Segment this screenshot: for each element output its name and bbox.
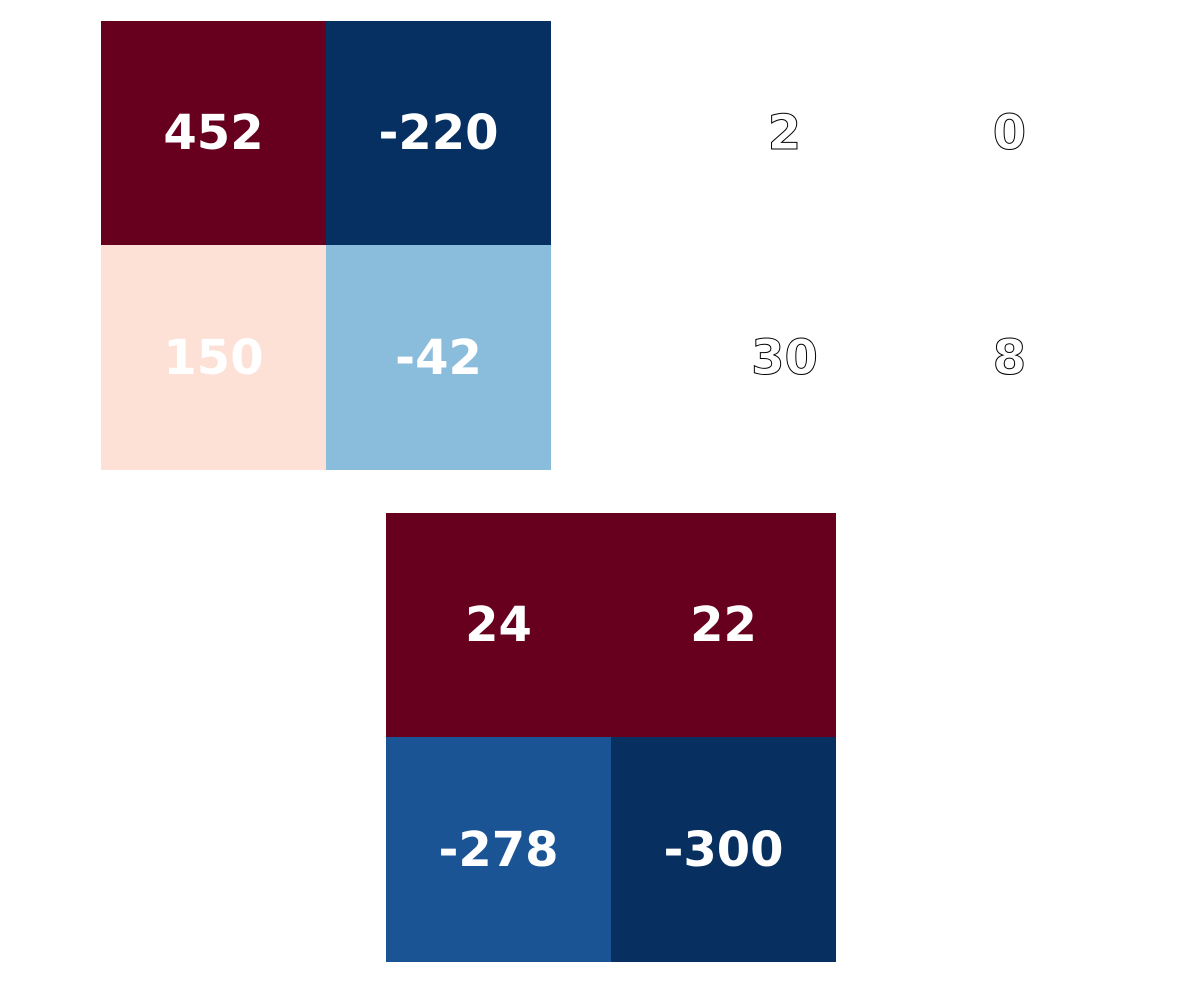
cell-value-label: 22: [690, 597, 757, 653]
heatmap-cell: 452: [101, 21, 326, 245]
cell-value-label: -278: [438, 821, 559, 878]
heatmap-bottom: 24 22 -278 -300: [386, 513, 836, 962]
heatmap-top-left: 452 -220 150 -42: [101, 21, 551, 470]
cell-value-label: 30: [751, 329, 819, 386]
heatmap-cell: -220: [326, 21, 551, 245]
heatmap-cell: 22: [611, 513, 836, 737]
cell-value-label: -220: [378, 105, 499, 161]
heatmap-top-right: 2 0 30 8: [672, 21, 1122, 470]
heatmap-cell: 2: [672, 21, 897, 245]
heatmap-cell: 150: [101, 245, 326, 470]
heatmap-cell: 30: [672, 245, 897, 470]
cell-value-label: 0: [992, 105, 1027, 161]
cell-value-label: -42: [395, 329, 482, 386]
heatmap-cell: -42: [326, 245, 551, 470]
heatmap-cell: 24: [386, 513, 611, 737]
heatmap-cell: 8: [897, 245, 1122, 470]
cell-value-label: -300: [663, 821, 784, 878]
heatmap-cell: -300: [611, 737, 836, 962]
cell-value-label: 8: [992, 329, 1027, 386]
cell-value-label: 150: [163, 329, 264, 386]
cell-value-label: 452: [163, 105, 264, 161]
cell-value-label: 24: [465, 597, 532, 653]
heatmap-cell: 0: [897, 21, 1122, 245]
heatmap-cell: -278: [386, 737, 611, 962]
cell-value-label: 2: [767, 105, 802, 161]
